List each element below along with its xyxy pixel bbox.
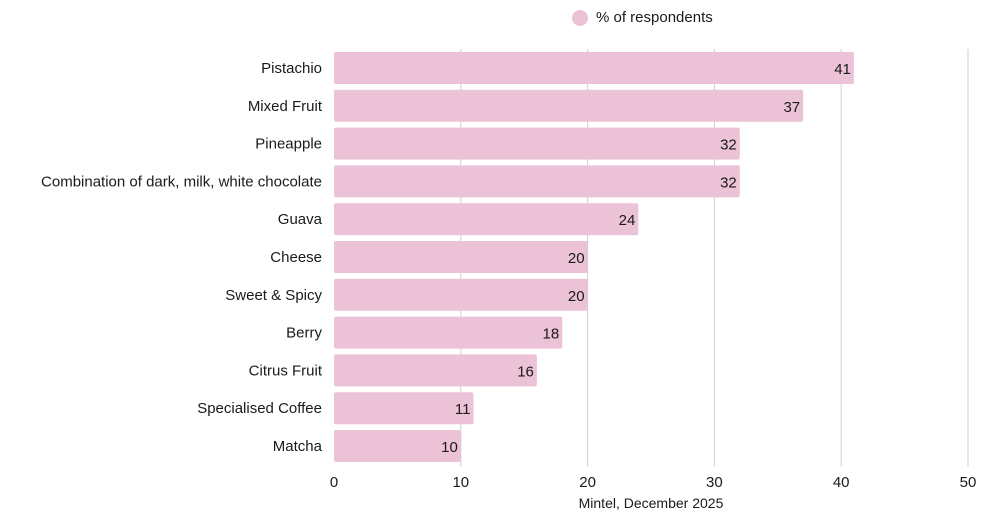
bar — [334, 89, 804, 122]
legend: % of respondents — [572, 9, 713, 26]
data-label: 10 — [441, 439, 458, 456]
x-tick-label: 50 — [960, 474, 977, 491]
bar — [334, 52, 854, 84]
source-text: Mintel, December 2025 — [578, 495, 724, 511]
category-label: Pineapple — [255, 136, 322, 153]
category-label: Guava — [278, 211, 323, 228]
category-label: Mixed Fruit — [248, 98, 323, 115]
x-tick-label: 20 — [579, 474, 596, 491]
data-label: 24 — [619, 212, 636, 229]
bar — [334, 241, 588, 273]
category-label: Matcha — [273, 438, 323, 455]
category-label: Combination of dark, milk, white chocola… — [41, 173, 322, 190]
bar — [334, 392, 474, 425]
source-note: Mintel, December 2025 — [0, 495, 1000, 511]
data-label: 11 — [455, 401, 471, 418]
bar — [334, 430, 461, 462]
legend-label: % of respondents — [596, 9, 713, 26]
data-label: 32 — [720, 174, 737, 191]
bar — [334, 127, 740, 160]
data-label: 32 — [720, 137, 737, 154]
bar — [334, 278, 588, 311]
bar — [334, 316, 563, 349]
data-label: 37 — [783, 99, 800, 116]
legend-swatch — [572, 9, 588, 26]
category-label: Specialised Coffee — [197, 400, 322, 417]
category-label: Berry — [286, 325, 322, 342]
bar — [334, 203, 639, 236]
data-label: 20 — [568, 250, 585, 267]
bar — [334, 354, 537, 387]
x-tick-label: 40 — [833, 474, 850, 491]
x-tick-label: 0 — [330, 474, 338, 491]
category-label: Sweet & Spicy — [225, 287, 322, 304]
category-label: Cheese — [270, 249, 322, 266]
x-tick-label: 30 — [706, 474, 723, 491]
bar — [334, 165, 740, 198]
x-tick-label: 10 — [452, 474, 469, 491]
data-label: 20 — [568, 288, 585, 305]
data-label: 18 — [543, 326, 560, 343]
data-label: 41 — [834, 61, 851, 78]
category-label: Citrus Fruit — [249, 362, 323, 379]
category-label: Pistachio — [261, 60, 322, 77]
data-label: 16 — [517, 363, 534, 380]
